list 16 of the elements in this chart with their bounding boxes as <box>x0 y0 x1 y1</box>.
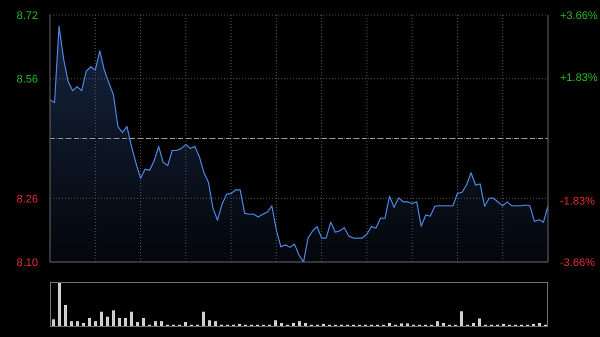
bar <box>130 312 133 327</box>
bar <box>58 282 61 327</box>
bar <box>460 311 463 327</box>
y-tick-label: 8.10 <box>16 257 38 269</box>
y2-tick-label: -1.83% <box>560 195 596 208</box>
y2-tick-label: +3.66% <box>560 10 598 22</box>
bar <box>202 312 205 327</box>
y-tick-label: 8.72 <box>16 10 38 22</box>
y2-tick-label: +1.83% <box>560 72 598 84</box>
y2-tick-label: -3.66% <box>560 257 596 269</box>
y-tick-label: 8.26 <box>16 193 38 206</box>
bar <box>106 316 109 327</box>
bar <box>64 304 67 327</box>
bar <box>100 312 103 327</box>
bar <box>112 310 115 327</box>
y-tick-label: 8.56 <box>16 74 38 86</box>
